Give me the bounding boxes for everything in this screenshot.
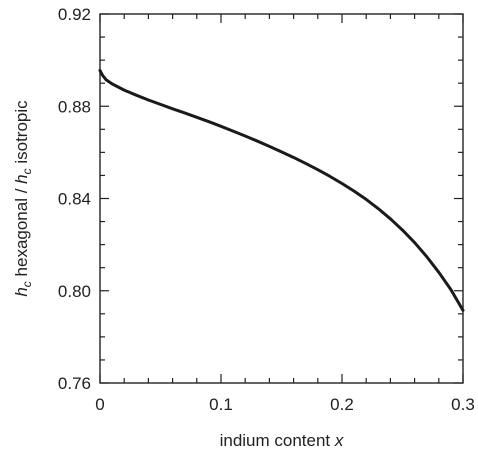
x-axis-label: indium content x <box>220 431 344 450</box>
y-axis-label-part: c <box>20 281 34 287</box>
axis-tick-labels: 0 0.1 0.2 0.3 0.76 0.80 0.84 0.88 0.92 <box>58 5 475 414</box>
x-axis-label-text: indium content <box>220 431 335 450</box>
axis-ticks <box>99 13 464 384</box>
y-tick-label: 0.84 <box>58 190 91 209</box>
x-tick-label: 0.1 <box>209 395 233 414</box>
y-axis-label-part: hexagonal / <box>12 184 31 281</box>
y-axis-label-part: h <box>12 287 31 296</box>
y-tick-label: 0.76 <box>58 374 91 393</box>
x-axis-label-variable: x <box>334 431 344 450</box>
data-series-line <box>98 69 465 312</box>
y-axis-label-part: c <box>20 168 34 174</box>
plot-area-frame <box>99 13 464 384</box>
y-axis-label-part: h <box>12 174 31 183</box>
x-tick-label: 0.2 <box>330 395 354 414</box>
y-tick-label: 0.88 <box>58 97 91 116</box>
y-axis-label: hc hexagonal / hc isotropic <box>12 100 34 297</box>
y-tick-label: 0.92 <box>58 5 91 24</box>
y-axis-label-part: isotropic <box>12 100 31 169</box>
x-tick-label: 0 <box>95 395 104 414</box>
y-tick-label: 0.80 <box>58 282 91 301</box>
x-tick-label: 0.3 <box>451 395 475 414</box>
